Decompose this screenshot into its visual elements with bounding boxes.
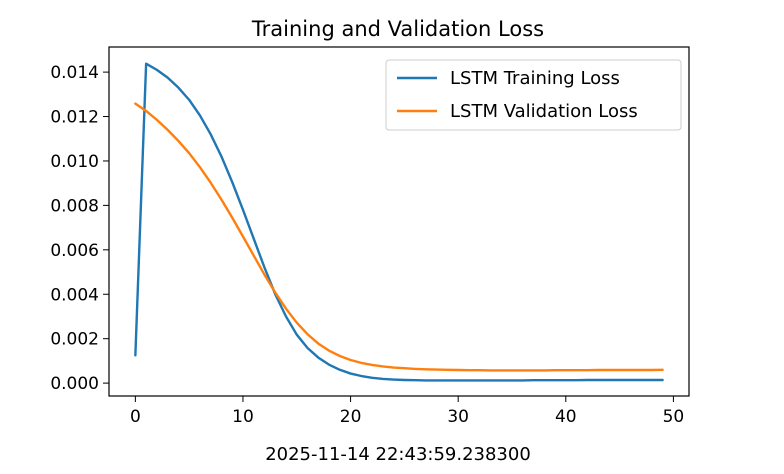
series-line-validation: [134, 102, 664, 372]
x-tick-label: 10: [232, 407, 254, 427]
y-tick-label: 0.006: [50, 241, 99, 261]
y-tick-label: 0.008: [50, 196, 99, 216]
y-axis: 0.000 0.002 0.004 0.006 0.008 0.010 0.012 0.014: [50, 63, 109, 394]
legend-label-validation: LSTM Validation Loss: [450, 101, 638, 122]
y-tick-label: 0.004: [50, 285, 99, 305]
y-tick-label: 0.000: [50, 374, 99, 394]
x-tick-label: 40: [555, 407, 577, 427]
legend-box: [385, 59, 682, 131]
legend: LSTM Training Loss LSTM Validation Loss: [385, 59, 682, 131]
legend-label-training: LSTM Training Loss: [450, 68, 620, 89]
y-tick-label: 0.010: [50, 152, 99, 172]
series-line-training: [134, 62, 664, 382]
y-tick-label: 0.012: [50, 108, 99, 128]
x-tick-label: 0: [130, 407, 141, 427]
y-tick-label: 0.002: [50, 330, 99, 350]
x-tick-label: 50: [663, 407, 685, 427]
x-axis-caption: 2025-11-14 22:43:59.238300: [265, 444, 531, 465]
y-tick-label: 0.014: [50, 63, 99, 83]
series-lines: [134, 62, 664, 382]
x-axis: 0 10 20 30 40 50: [130, 396, 684, 427]
x-tick-label: 30: [447, 407, 469, 427]
x-tick-label: 20: [340, 407, 362, 427]
chart-title: Training and Validation Loss: [251, 17, 544, 41]
